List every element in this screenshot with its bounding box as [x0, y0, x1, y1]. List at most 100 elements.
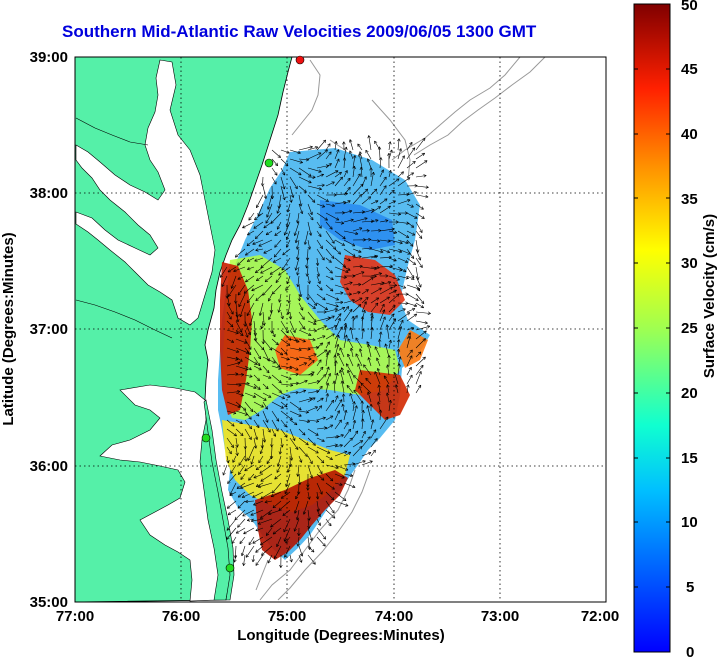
velocity-arrow-head — [343, 235, 346, 240]
velocity-arrow-head — [346, 146, 348, 150]
velocity-arrow-head — [245, 252, 247, 256]
velocity-arrow-head — [382, 316, 386, 320]
velocity-arrow-head — [282, 396, 285, 399]
velocity-arrow-head — [410, 226, 414, 228]
velocity-arrow — [253, 437, 257, 449]
velocity-arrow-head — [314, 328, 317, 332]
velocity-arrow — [379, 146, 381, 160]
velocity-arrow-head — [349, 282, 353, 285]
velocity-arrow-head — [305, 257, 308, 261]
velocity-arrow — [343, 451, 351, 457]
velocity-arrow — [334, 344, 339, 358]
velocity-arrow-head — [406, 192, 410, 195]
velocity-arrow — [307, 302, 316, 309]
velocity-arrow-head — [302, 511, 304, 515]
velocity-arrow — [352, 430, 359, 439]
velocity-arrow-head — [347, 187, 351, 189]
velocity-arrow-head — [220, 275, 223, 278]
plot-frame — [74, 56, 607, 603]
velocity-arrow-head — [291, 199, 293, 203]
velocity-arrow-head — [284, 555, 288, 558]
velocity-arrow-head — [324, 427, 327, 430]
velocity-arrow — [325, 464, 339, 469]
velocity-arrow — [343, 146, 347, 160]
velocity-arrow — [379, 176, 387, 187]
velocity-arrow-head — [251, 559, 254, 563]
velocity-arrow — [288, 293, 291, 304]
velocity-arrow — [347, 369, 354, 385]
velocity-arrow-head — [282, 254, 286, 256]
velocity-arrow-head — [226, 527, 228, 531]
velocity-arrow-head — [226, 460, 229, 464]
velocity-arrow-head — [409, 142, 413, 144]
velocity-arrow-head — [322, 335, 326, 337]
velocity-arrow-head — [278, 451, 281, 455]
velocity-arrow — [237, 284, 246, 296]
velocity-arrow-head — [239, 313, 241, 317]
velocity-arrow — [295, 230, 300, 243]
velocity-arrow — [325, 415, 334, 421]
velocity-arrow-head — [309, 332, 312, 336]
velocity-arrow — [415, 239, 419, 253]
velocity-arrow-head — [400, 148, 402, 152]
velocity-arrow-head — [417, 249, 420, 253]
velocity-arrow-head — [306, 487, 309, 491]
velocity-arrow-head — [422, 215, 425, 219]
velocity-arrow — [296, 509, 300, 521]
velocity-arrow-head — [331, 257, 335, 259]
velocity-arrow — [226, 373, 239, 376]
velocity-arrow-head — [387, 364, 390, 368]
velocity-arrow-head — [348, 267, 351, 271]
velocity-arrow-head — [275, 343, 279, 346]
velocity-arrow — [260, 473, 273, 482]
velocity-arrow-head — [349, 393, 353, 396]
velocity-arrow-head — [246, 381, 250, 384]
velocity-arrow — [370, 302, 379, 313]
velocity-arrow-head — [378, 338, 380, 342]
velocity-arrow-head — [359, 264, 363, 267]
velocity-arrow-head — [339, 251, 341, 255]
velocity-arrow — [316, 491, 319, 500]
velocity-arrow — [307, 455, 313, 464]
velocity-arrow-head — [295, 390, 299, 393]
velocity-arrow-head — [375, 255, 379, 259]
velocity-arrow — [334, 419, 342, 430]
velocity-arrow-head — [331, 226, 333, 230]
velocity-arrow-head — [268, 299, 272, 302]
velocity-arrow-head — [335, 360, 338, 364]
velocity-arrow — [270, 518, 282, 528]
velocity-arrow-head — [257, 413, 260, 417]
velocity-arrow — [316, 139, 326, 151]
velocity-arrow-head — [409, 349, 413, 352]
velocity-arrow — [316, 230, 322, 237]
velocity-arrow — [298, 329, 312, 336]
velocity-arrow-head — [305, 273, 308, 277]
velocity-arrow — [334, 500, 349, 507]
velocity-arrow — [271, 347, 284, 356]
velocity-arrow-head — [248, 543, 252, 546]
velocity-arrow-head — [390, 339, 392, 343]
velocity-arrow-head — [255, 483, 259, 487]
velocity-arrow — [361, 328, 364, 340]
velocity-arrow-head — [263, 225, 266, 229]
velocity-arrow — [316, 359, 322, 367]
velocity-arrow-head — [291, 417, 293, 421]
velocity-arrow — [241, 491, 255, 498]
velocity-arrow — [388, 293, 400, 304]
velocity-arrow-head — [315, 347, 319, 350]
velocity-arrow — [266, 455, 273, 464]
velocity-arrow — [334, 360, 337, 376]
velocity-arrow-head — [321, 386, 323, 390]
velocity-arrow-head — [326, 198, 329, 202]
velocity-arrow — [243, 554, 246, 566]
velocity-arrow — [406, 308, 416, 313]
velocity-arrow-head — [361, 210, 366, 213]
velocity-arrow-head — [297, 272, 300, 276]
x-tick-label: 74:00 — [375, 608, 413, 625]
velocity-arrow — [298, 293, 300, 302]
velocity-arrow-head — [237, 319, 240, 323]
velocity-arrow-head — [240, 334, 244, 336]
velocity-arrow — [307, 338, 316, 341]
velocity-arrow — [235, 338, 248, 344]
velocity-arrow — [415, 293, 425, 304]
